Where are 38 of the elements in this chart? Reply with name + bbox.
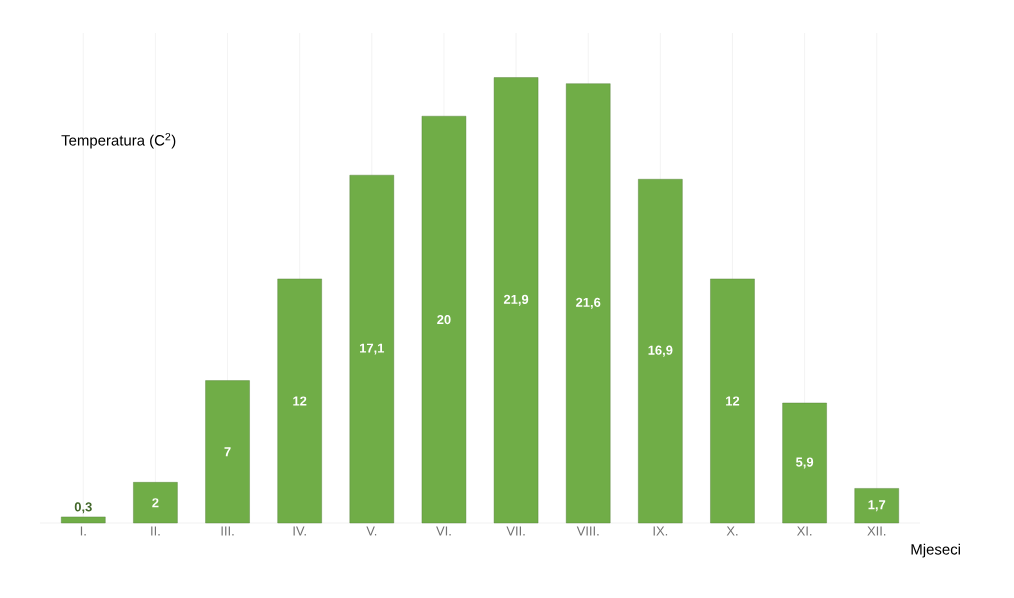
data-label: 20 bbox=[437, 315, 451, 325]
data-label: 0,3 bbox=[74, 502, 92, 514]
bar bbox=[277, 278, 322, 524]
data-label: 1,7 bbox=[868, 500, 886, 512]
bar bbox=[638, 179, 683, 524]
x-tick-label: VII. bbox=[506, 526, 525, 536]
x-axis-title: Mjeseci bbox=[911, 543, 960, 558]
data-label: 21,6 bbox=[576, 297, 601, 309]
bar bbox=[349, 174, 395, 524]
bar bbox=[493, 77, 539, 524]
x-tick-label: XI. bbox=[796, 526, 812, 536]
data-label: 2 bbox=[152, 498, 159, 508]
x-tick-label: V. bbox=[366, 526, 377, 536]
data-label: 5,9 bbox=[796, 457, 814, 469]
x-tick-label: III. bbox=[221, 526, 234, 536]
bar bbox=[421, 115, 467, 524]
x-tick-label: XII. bbox=[867, 526, 886, 536]
x-tick-label: VIII. bbox=[576, 526, 599, 536]
data-label: 7 bbox=[224, 447, 231, 457]
data-label: 12 bbox=[293, 396, 307, 406]
x-tick-label: IV. bbox=[293, 526, 306, 536]
data-label: 16,9 bbox=[648, 345, 673, 357]
x-tick-label: IX. bbox=[653, 526, 668, 536]
x-tick-label: X. bbox=[726, 526, 738, 536]
x-tick-label: I. bbox=[80, 526, 86, 536]
bar bbox=[854, 488, 899, 524]
data-label: 21,9 bbox=[503, 294, 529, 306]
bar bbox=[782, 402, 827, 524]
bar bbox=[61, 516, 106, 524]
bar bbox=[566, 83, 611, 524]
y-axis-title: Temperatura (C$^{2}$) bbox=[61, 133, 176, 149]
data-label: 12 bbox=[726, 396, 740, 406]
bar bbox=[710, 278, 755, 524]
x-tick-label: VI. bbox=[436, 526, 451, 536]
bar bbox=[133, 482, 178, 524]
x-tick-label: II. bbox=[151, 526, 160, 536]
data-label: 17,1 bbox=[360, 343, 385, 355]
bar bbox=[205, 380, 250, 524]
